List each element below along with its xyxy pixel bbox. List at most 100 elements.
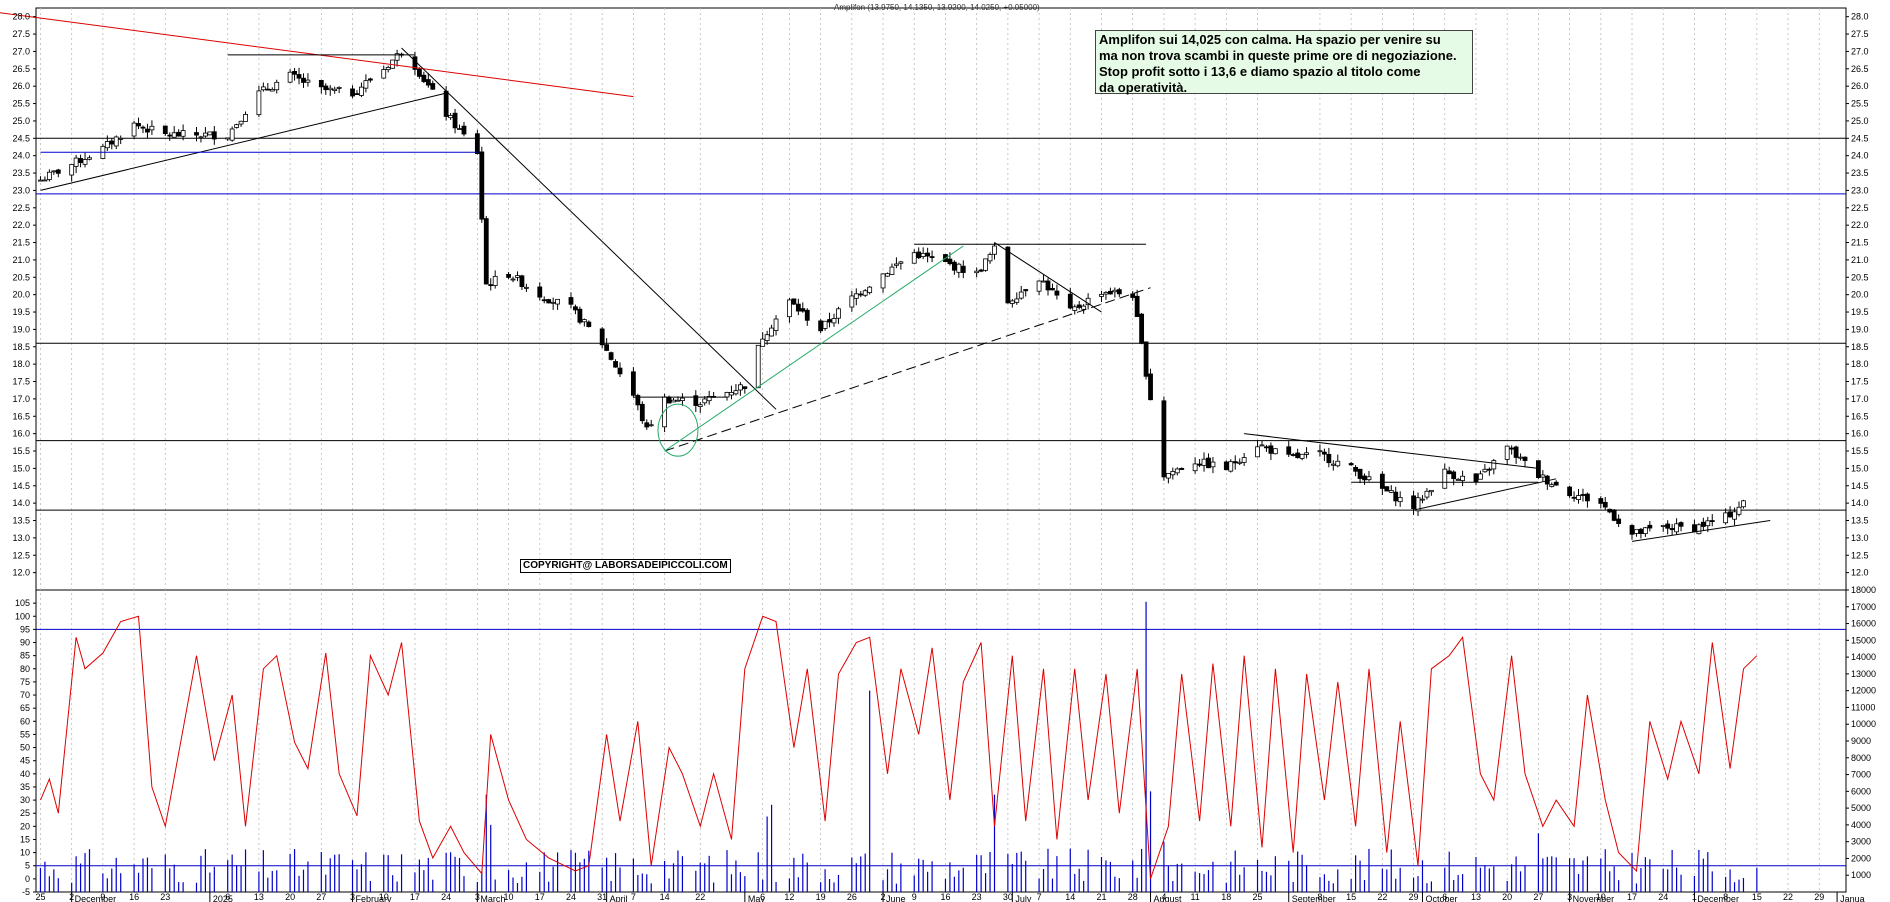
candle-body [787, 299, 792, 318]
price-tick-label-right: 18.5 [1851, 342, 1869, 352]
price-tick-label-right: 22.0 [1851, 220, 1869, 230]
x-tick-label: 20 [285, 892, 295, 902]
candle-body [1727, 511, 1733, 518]
candle-body [1014, 298, 1020, 303]
candle-body [951, 261, 957, 271]
candle-body [1210, 461, 1216, 468]
candle-body [1451, 471, 1457, 480]
candle-body [336, 86, 342, 89]
candle-body [113, 136, 119, 147]
price-tick-label-left: 13.5 [12, 516, 30, 526]
candle-body [702, 398, 708, 404]
x-tick-label: 17 [535, 892, 545, 902]
candle-body [1264, 446, 1269, 449]
price-tick-label-right: 26.0 [1851, 81, 1869, 91]
candle-body [987, 254, 993, 262]
oscillator-tick-label: 0 [25, 874, 30, 884]
trendline [1631, 520, 1771, 542]
candle-body [1009, 300, 1015, 304]
candle-body [1304, 452, 1309, 455]
oscillator-tick-label: 50 [20, 743, 30, 753]
candle-body [836, 308, 841, 319]
candle-body [1518, 456, 1523, 459]
x-tick-label: 21 [1096, 892, 1106, 902]
x-tick-label: 27 [1533, 892, 1543, 902]
month-label: December [75, 894, 117, 902]
price-tick-label-left: 12.0 [12, 568, 30, 578]
candle-body [978, 269, 984, 272]
x-tick-label: 10 [379, 892, 389, 902]
candle-body [1700, 521, 1706, 527]
price-tick-label-right: 14.0 [1851, 498, 1869, 508]
candle-body [149, 125, 155, 131]
price-tick-label-left: 12.5 [12, 550, 30, 560]
candle-body [737, 384, 743, 391]
trendline [664, 287, 1151, 452]
candle-body [1197, 463, 1202, 466]
candle-body [225, 137, 231, 140]
candle-body [1362, 475, 1367, 481]
x-tick-label: 8 [1317, 892, 1322, 902]
candle-body [546, 299, 552, 304]
oscillator-tick-label: 65 [20, 703, 30, 713]
candle-body [260, 86, 266, 91]
candle-body [381, 69, 387, 79]
candle-body [269, 89, 275, 92]
candle-body [1206, 457, 1211, 469]
price-tick-label-right: 17.5 [1851, 377, 1869, 387]
price-tick-label-left: 24.5 [12, 133, 30, 143]
candle-body [755, 344, 761, 389]
candle-body [1549, 484, 1555, 487]
candle-body [461, 125, 467, 135]
price-tick-label-right: 24.0 [1851, 151, 1869, 161]
candle-body [1228, 461, 1234, 472]
price-tick-label-right: 19.0 [1851, 324, 1869, 334]
candle-body [1045, 280, 1051, 291]
candle-body [198, 136, 204, 139]
month-label: 2025 [213, 894, 233, 902]
volume-tick-label: 14000 [1851, 652, 1876, 662]
candle-body [1005, 246, 1011, 304]
month-label: February [356, 894, 393, 902]
candle-body [131, 122, 137, 137]
candle-body [617, 367, 623, 375]
trendline [994, 242, 1102, 313]
oscillator-tick-label: 10 [20, 848, 30, 858]
candle-body [568, 297, 574, 305]
price-tick-label-right: 20.0 [1851, 290, 1869, 300]
candle-body [1139, 313, 1145, 344]
x-tick-label: 22 [1783, 892, 1793, 902]
price-tick-label-right: 25.0 [1851, 116, 1869, 126]
price-tick-label-right: 18.0 [1851, 359, 1869, 369]
month-label: March [480, 894, 505, 902]
candle-body [136, 123, 141, 127]
price-tick-label-left: 22.0 [12, 220, 30, 230]
candle-body [1348, 463, 1354, 466]
candle-body [104, 141, 110, 149]
x-tick-label: 27 [316, 892, 326, 902]
candle-body [1504, 445, 1510, 460]
price-tick-label-right: 24.5 [1851, 133, 1869, 143]
candle-body [862, 290, 868, 296]
candle-body [1099, 293, 1104, 297]
candle-body [1741, 500, 1746, 508]
candle-body [1678, 522, 1684, 527]
price-panel [0, 12, 1846, 542]
candle-body [680, 397, 685, 401]
candle-body [729, 392, 734, 396]
oscillator-tick-label: 55 [20, 729, 30, 739]
candle-body [1629, 525, 1635, 535]
candle-body [203, 132, 208, 137]
candle-body [1473, 473, 1479, 483]
chart-title: Amplifon (13.9750, 14.1350, 13.9200, 14.… [834, 3, 1040, 12]
oscillator-tick-label: 25 [20, 808, 30, 818]
price-tick-label-right: 26.5 [1851, 64, 1869, 74]
candle-body [1709, 520, 1715, 522]
candle-body [1050, 287, 1055, 291]
candle-body [1540, 474, 1546, 478]
candle-body [795, 303, 801, 312]
candle-body [1486, 468, 1492, 471]
oscillator-tick-label: 5 [25, 861, 30, 871]
x-tick-label: 9 [912, 892, 917, 902]
volume-tick-label: 18000 [1851, 585, 1876, 595]
